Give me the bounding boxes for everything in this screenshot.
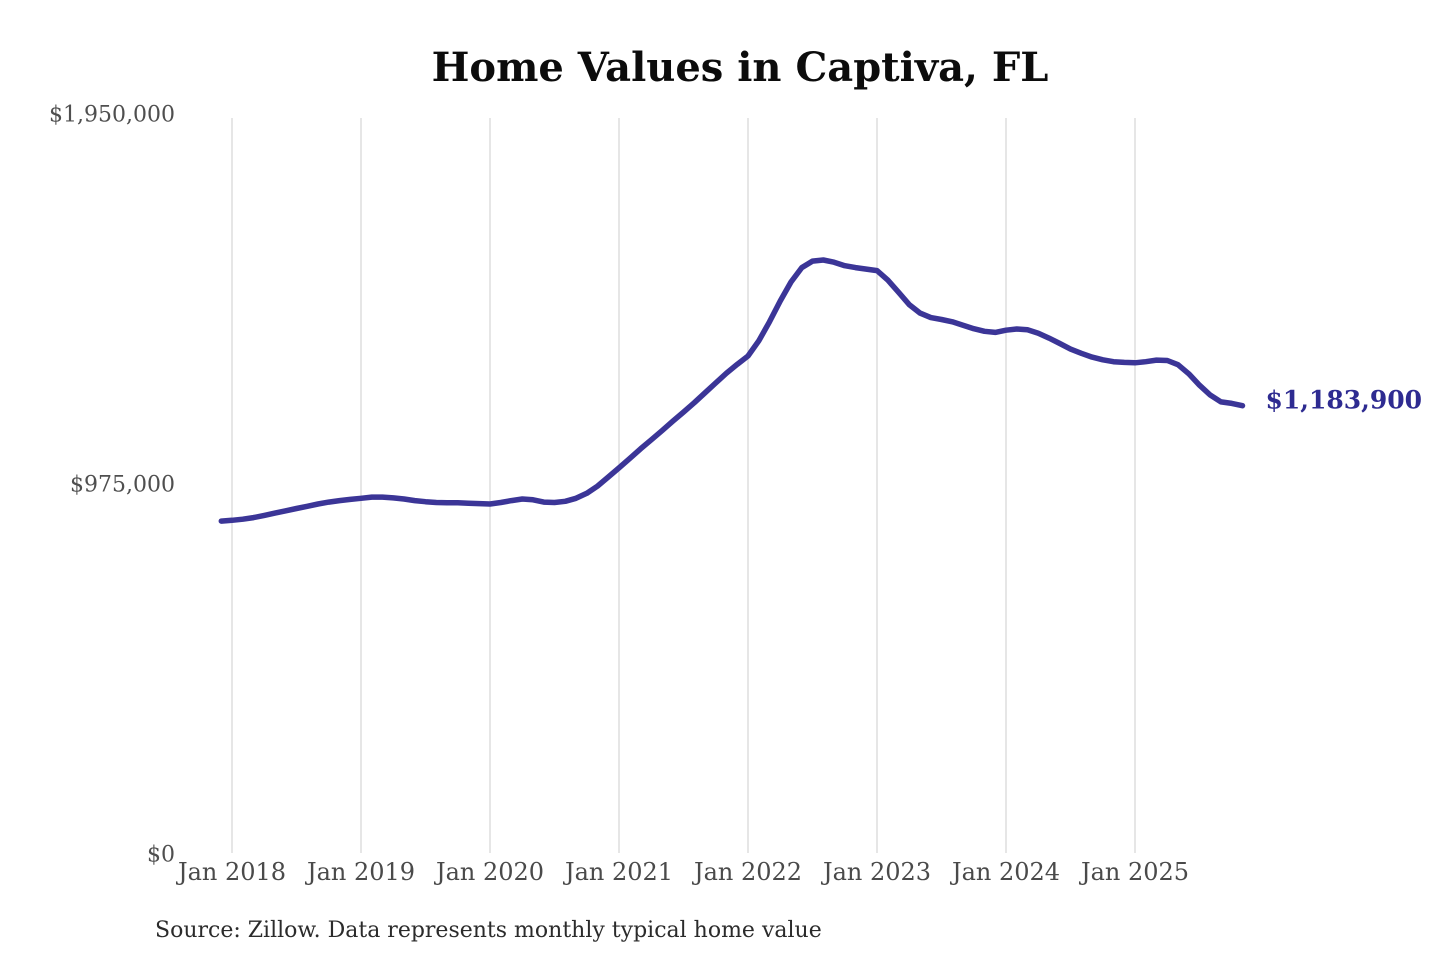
- source-note: Source: Zillow. Data represents monthly …: [155, 918, 822, 943]
- home-value-series-line: [218, 257, 1246, 524]
- x-tick-label: Jan 2020: [435, 858, 545, 886]
- x-tick-label: Jan 2024: [951, 858, 1061, 886]
- x-tick-label: Jan 2021: [564, 858, 674, 886]
- y-tick-label: $0: [147, 842, 175, 868]
- chart-title: Home Values in Captiva, FL: [431, 44, 1049, 91]
- y-tick-label: $975,000: [70, 472, 175, 498]
- x-tick-label: Jan 2022: [693, 858, 803, 886]
- x-tick-label: Jan 2023: [822, 858, 932, 886]
- x-tick-label: Jan 2025: [1080, 858, 1190, 886]
- x-tick-label: Jan 2018: [177, 858, 287, 886]
- current-value-label: $1,183,900: [1265, 385, 1423, 415]
- y-tick-label: $1,950,000: [49, 102, 175, 128]
- x-tick-label: Jan 2019: [306, 858, 416, 886]
